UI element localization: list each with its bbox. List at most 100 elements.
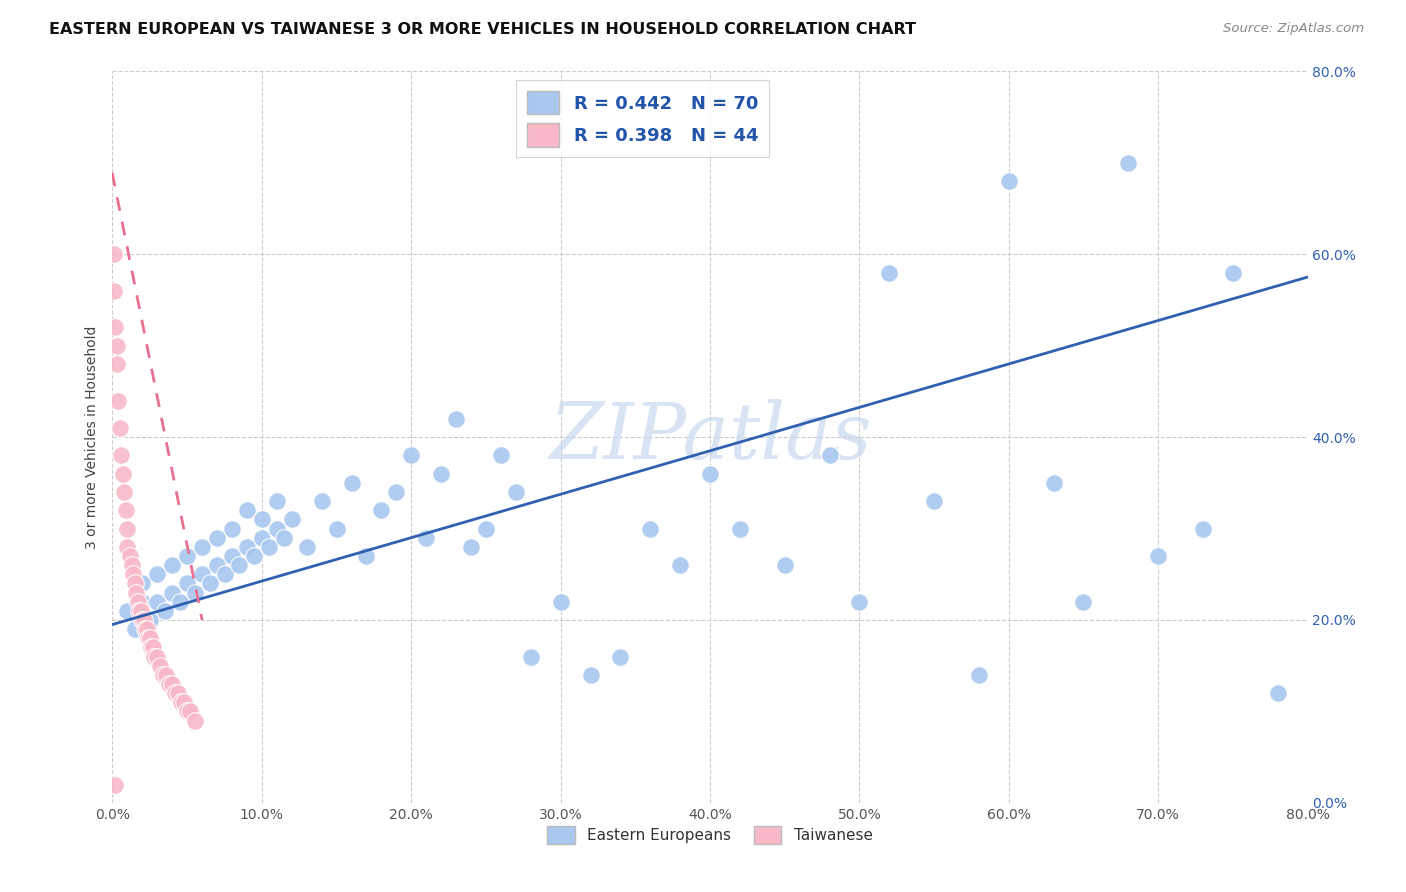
Point — [728, 521, 751, 535]
Point — [157, 677, 180, 691]
Point — [117, 540, 139, 554]
Point — [121, 558, 143, 573]
Text: Source: ZipAtlas.com: Source: ZipAtlas.com — [1223, 22, 1364, 36]
Point — [640, 521, 662, 535]
Point — [325, 521, 347, 535]
Point — [146, 649, 169, 664]
Point — [773, 558, 796, 573]
Point — [162, 585, 183, 599]
Point — [141, 640, 163, 655]
Point — [117, 604, 139, 618]
Point — [236, 540, 259, 554]
Point — [818, 448, 841, 462]
Point — [149, 658, 172, 673]
Point — [385, 485, 408, 500]
Point — [132, 613, 155, 627]
Point — [155, 667, 177, 681]
Point — [1073, 594, 1095, 608]
Point — [124, 622, 146, 636]
Point — [173, 695, 195, 709]
Y-axis label: 3 or more Vehicles in Household: 3 or more Vehicles in Household — [86, 326, 100, 549]
Point — [520, 649, 543, 664]
Point — [415, 531, 437, 545]
Point — [281, 512, 304, 526]
Point — [579, 667, 602, 681]
Point — [146, 567, 169, 582]
Point — [191, 567, 214, 582]
Point — [370, 503, 392, 517]
Point — [967, 667, 990, 681]
Point — [311, 494, 333, 508]
Point — [250, 512, 273, 526]
Point — [162, 677, 183, 691]
Point — [117, 521, 139, 535]
Point — [104, 778, 127, 792]
Point — [250, 531, 273, 545]
Point — [489, 448, 512, 462]
Point — [103, 284, 125, 298]
Point — [103, 247, 125, 261]
Point — [214, 567, 236, 582]
Point — [699, 467, 721, 481]
Point — [879, 266, 901, 280]
Point — [669, 558, 692, 573]
Point — [165, 686, 187, 700]
Point — [356, 549, 378, 563]
Point — [266, 521, 288, 535]
Point — [1118, 156, 1140, 170]
Point — [205, 531, 228, 545]
Point — [139, 613, 162, 627]
Point — [505, 485, 527, 500]
Point — [191, 540, 214, 554]
Point — [460, 540, 482, 554]
Point — [152, 667, 174, 681]
Point — [848, 594, 870, 608]
Point — [131, 576, 153, 591]
Point — [105, 338, 128, 352]
Point — [183, 714, 205, 728]
Point — [104, 320, 127, 334]
Point — [273, 531, 295, 545]
Point — [221, 549, 243, 563]
Point — [430, 467, 453, 481]
Text: ZIPatlas: ZIPatlas — [548, 399, 872, 475]
Point — [922, 494, 945, 508]
Point — [107, 393, 129, 408]
Point — [146, 594, 169, 608]
Point — [143, 649, 166, 664]
Point — [183, 585, 205, 599]
Point — [179, 705, 201, 719]
Point — [120, 549, 142, 563]
Point — [1192, 521, 1215, 535]
Point — [198, 576, 221, 591]
Point — [135, 622, 157, 636]
Point — [115, 503, 138, 517]
Point — [1267, 686, 1289, 700]
Point — [111, 467, 134, 481]
Legend: Eastern Europeans, Taiwanese: Eastern Europeans, Taiwanese — [541, 820, 879, 850]
Point — [139, 632, 162, 646]
Point — [228, 558, 250, 573]
Point — [142, 640, 165, 655]
Point — [444, 412, 467, 426]
Point — [609, 649, 631, 664]
Point — [127, 594, 149, 608]
Point — [108, 421, 131, 435]
Point — [205, 558, 228, 573]
Point — [340, 475, 363, 490]
Point — [176, 705, 198, 719]
Point — [131, 594, 153, 608]
Point — [153, 604, 176, 618]
Point — [114, 485, 135, 500]
Point — [221, 521, 243, 535]
Point — [266, 494, 288, 508]
Point — [1042, 475, 1064, 490]
Point — [167, 686, 190, 700]
Point — [162, 558, 183, 573]
Point — [259, 540, 281, 554]
Point — [176, 549, 198, 563]
Point — [1147, 549, 1170, 563]
Point — [125, 585, 148, 599]
Point — [110, 448, 132, 462]
Point — [998, 174, 1021, 188]
